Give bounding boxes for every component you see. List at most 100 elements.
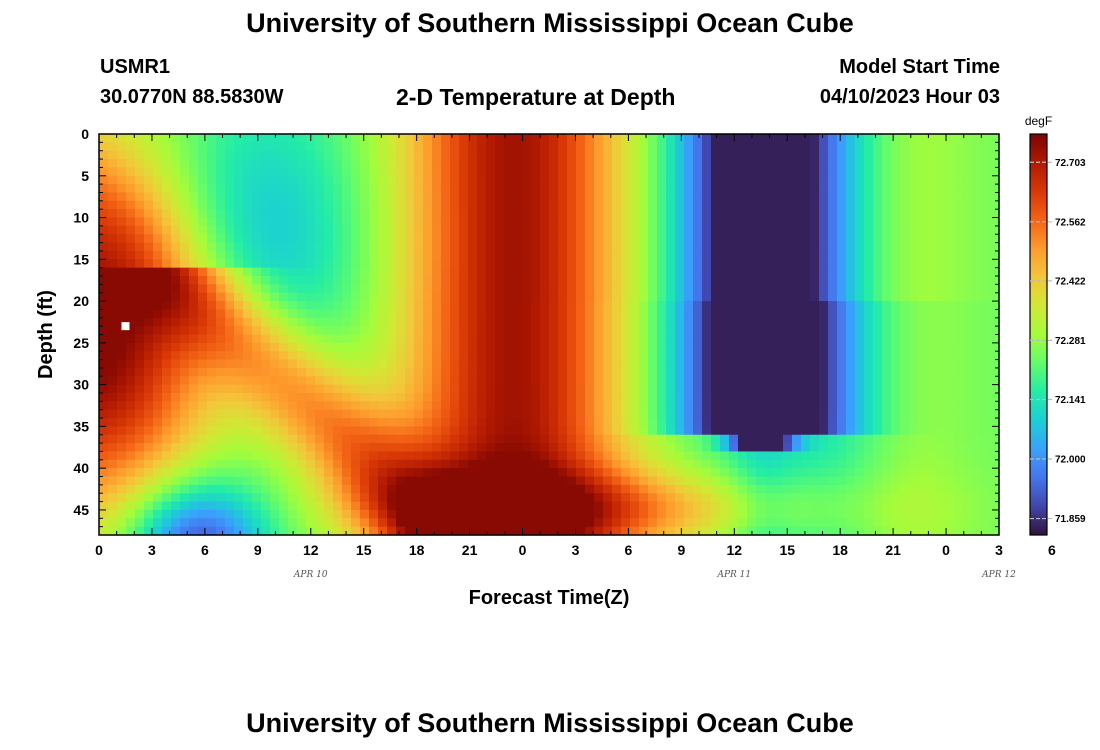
heatmap-cell xyxy=(432,167,442,177)
heatmap-cell xyxy=(162,259,172,269)
heatmap-cell xyxy=(936,443,946,453)
heatmap-cell xyxy=(414,384,424,394)
heatmap-cell xyxy=(819,242,829,252)
x-tick-label: 9 xyxy=(254,542,262,558)
heatmap-cell xyxy=(171,159,181,169)
heatmap-cell xyxy=(162,434,172,444)
heatmap-cell xyxy=(117,484,127,494)
heatmap-cell xyxy=(792,150,802,160)
heatmap-cell xyxy=(648,192,658,202)
heatmap-cell xyxy=(405,451,415,461)
heatmap-cell xyxy=(783,259,793,269)
heatmap-cell xyxy=(504,418,514,427)
heatmap-cell xyxy=(198,493,208,503)
heatmap-cell xyxy=(144,301,154,311)
heatmap-cell xyxy=(972,150,982,160)
heatmap-cell xyxy=(297,493,307,503)
heatmap-cell xyxy=(630,443,640,453)
heatmap-cell xyxy=(126,159,136,169)
heatmap-cell xyxy=(234,409,244,419)
heatmap-cell xyxy=(540,451,550,461)
heatmap-cell xyxy=(351,426,361,436)
heatmap-cell xyxy=(549,426,559,436)
heatmap-cell xyxy=(927,384,937,394)
heatmap-cell xyxy=(783,434,793,444)
heatmap-cell xyxy=(378,301,388,311)
heatmap-cell xyxy=(873,376,883,386)
heatmap-cell xyxy=(360,334,370,344)
heatmap-cell xyxy=(810,426,820,436)
heatmap-cell xyxy=(684,384,694,394)
heatmap-cell xyxy=(567,150,577,160)
heatmap-cell xyxy=(621,351,631,361)
heatmap-cell xyxy=(963,142,973,152)
heatmap-cell xyxy=(513,192,523,202)
heatmap-cell xyxy=(810,200,820,210)
heatmap-cell xyxy=(540,359,550,369)
heatmap-cell xyxy=(495,134,505,143)
heatmap-cell xyxy=(846,526,856,536)
heatmap-cell xyxy=(621,301,631,311)
heatmap-cell xyxy=(324,509,334,519)
heatmap-cell xyxy=(801,309,811,319)
heatmap-cell xyxy=(468,476,478,486)
heatmap-cell xyxy=(657,301,667,311)
heatmap-cell xyxy=(792,175,802,185)
heatmap-cell xyxy=(549,376,559,386)
heatmap-cell xyxy=(828,309,838,319)
heatmap-cell xyxy=(891,426,901,436)
heatmap-cell xyxy=(666,217,676,227)
heatmap-cell xyxy=(783,342,793,352)
heatmap-cell xyxy=(603,250,613,260)
heatmap-cell xyxy=(765,518,775,528)
heatmap-cell xyxy=(927,401,937,411)
heatmap-cell xyxy=(468,250,478,260)
heatmap-cell xyxy=(981,209,991,219)
heatmap-cell xyxy=(171,184,181,194)
heatmap-cell xyxy=(522,284,532,294)
heatmap-cell xyxy=(657,501,667,511)
heatmap-cell xyxy=(747,309,757,319)
heatmap-cell xyxy=(126,342,136,352)
heatmap-cell xyxy=(486,418,496,427)
heatmap-cell xyxy=(639,276,649,285)
heatmap-cell xyxy=(477,493,487,503)
heatmap-cell xyxy=(432,518,442,528)
heatmap-cell xyxy=(198,484,208,494)
heatmap-cell xyxy=(522,418,532,427)
heatmap-cell xyxy=(423,384,433,394)
heatmap-cell xyxy=(801,443,811,453)
heatmap-cell xyxy=(261,334,271,344)
heatmap-cell xyxy=(738,384,748,394)
heatmap-cell xyxy=(468,292,478,302)
heatmap-cell xyxy=(351,276,361,285)
heatmap-cell xyxy=(351,184,361,194)
heatmap-cell xyxy=(117,301,127,311)
heatmap-cell xyxy=(216,326,226,336)
heatmap-cell xyxy=(540,267,550,277)
heatmap-cell xyxy=(450,142,460,152)
heatmap-cell xyxy=(378,526,388,536)
heatmap-cell xyxy=(756,509,766,519)
heatmap-cell xyxy=(171,359,181,369)
heatmap-cell xyxy=(360,409,370,419)
heatmap-cell xyxy=(711,501,721,511)
heatmap-cell xyxy=(450,175,460,185)
heatmap-cell xyxy=(297,468,307,478)
heatmap-cell xyxy=(918,192,928,202)
heatmap-cell xyxy=(522,434,532,444)
heatmap-cell xyxy=(189,167,199,177)
heatmap-cell xyxy=(909,175,919,185)
heatmap-cell xyxy=(729,142,739,152)
heatmap-cell xyxy=(972,301,982,311)
heatmap-cell xyxy=(846,401,856,411)
heatmap-cell xyxy=(396,134,406,143)
heatmap-cell xyxy=(207,142,217,152)
heatmap-cell xyxy=(468,342,478,352)
heatmap-cell xyxy=(135,317,145,327)
heatmap-cell xyxy=(513,493,523,503)
heatmap-cell xyxy=(621,175,631,185)
heatmap-cell xyxy=(468,276,478,285)
heatmap-cell xyxy=(882,376,892,386)
heatmap-cell xyxy=(864,142,874,152)
